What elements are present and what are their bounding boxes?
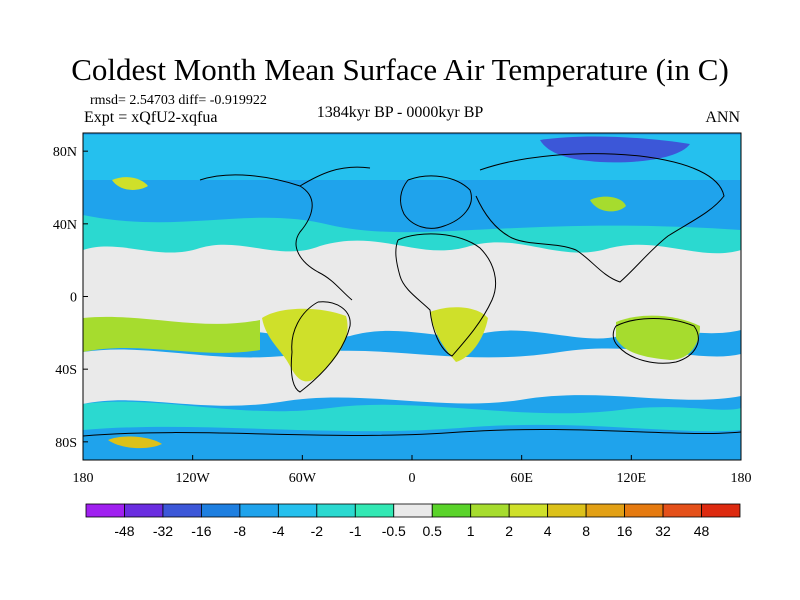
colorbar-label: 48	[694, 523, 710, 539]
field-pacific-south	[83, 316, 260, 353]
colorbar-label: 16	[617, 523, 633, 539]
colorbar-box	[547, 503, 587, 518]
colorbar-box	[239, 503, 279, 518]
x-tick-label: 120E	[617, 471, 647, 486]
x-tick-label: 180	[731, 471, 752, 486]
stats-line: rmsd= 2.54703 diff= -0.919922	[90, 93, 267, 108]
colorbar-label: 4	[544, 523, 552, 539]
coastlines	[83, 153, 741, 437]
colorbar-box	[662, 503, 702, 518]
colorbar-box	[431, 503, 472, 518]
colorbar-label: -1	[349, 523, 362, 539]
colorbar-label: -48	[114, 523, 134, 539]
x-tick-label: 120W	[176, 471, 211, 486]
field-siberia	[540, 136, 690, 163]
colorbar-label: 32	[655, 523, 671, 539]
season-label: ANN	[705, 109, 740, 126]
field-tropical-band	[83, 240, 741, 339]
period-line: 1384kyr BP - 0000kyr BP	[316, 104, 484, 121]
colorbar-box	[277, 503, 318, 518]
axes: 180 120W 60W 0 60E 120E 180 80N 40N 0 40S 80S	[53, 145, 752, 486]
colorbar-box	[508, 503, 549, 518]
heatmap-field	[83, 133, 741, 460]
coast-south-america	[290, 301, 351, 393]
y-tick-label: 40S	[55, 363, 77, 378]
coast-africa	[395, 233, 496, 357]
colorbar-box	[316, 503, 356, 518]
field-southern-africa	[430, 307, 488, 362]
colorbar-label: 2	[505, 523, 513, 539]
y-tick-label: 80N	[53, 145, 77, 160]
field-tibet	[590, 196, 626, 212]
field-southern-band	[83, 348, 741, 406]
field-south-america	[262, 308, 348, 382]
colorbar-box	[124, 503, 164, 518]
colorbar-label: -32	[153, 523, 173, 539]
coast-europe	[400, 175, 472, 229]
colorbar-box	[85, 503, 125, 518]
y-tick-label: 40N	[53, 218, 77, 233]
experiment-line: Expt = xQfU2-xqfua	[84, 109, 218, 126]
field-australia	[616, 315, 700, 360]
chart-title: Coldest Month Mean Surface Air Temperatu…	[71, 52, 729, 87]
coast-asia	[475, 153, 725, 283]
coast-north-america	[199, 166, 371, 301]
colorbar-label: -8	[234, 523, 247, 539]
colorbar-label: -16	[191, 523, 211, 539]
colorbar-box	[201, 503, 241, 518]
y-tick-label: 80S	[55, 436, 77, 451]
colorbar-box	[624, 503, 664, 518]
x-tick-label: 60E	[510, 471, 533, 486]
coast-australia	[612, 318, 699, 364]
coast-antarctica	[83, 428, 741, 437]
y-tick-label: 0	[70, 291, 77, 306]
colorbar-box	[701, 503, 741, 518]
colorbar-label: -0.5	[382, 523, 406, 539]
colorbar-label: 8	[582, 523, 590, 539]
field-ross-sea	[108, 436, 162, 449]
colorbar-label: -2	[311, 523, 324, 539]
colorbar-label: -4	[272, 523, 285, 539]
x-tick-label: 0	[409, 471, 416, 486]
field-alaska	[112, 177, 148, 190]
colorbar-box	[470, 503, 510, 518]
colorbar: -48 -32 -16 -8 -4 -2 -1 -0.5 0.5 1 2 4 8 16 32 48	[85, 503, 741, 539]
x-tick-label: 180	[73, 471, 94, 486]
colorbar-label: 1	[467, 523, 475, 539]
colorbar-box	[393, 503, 433, 518]
x-tick-label: 60W	[289, 471, 317, 486]
colorbar-label: 0.5	[423, 523, 443, 539]
colorbar-box	[585, 503, 625, 518]
colorbar-box	[354, 503, 395, 518]
colorbar-box	[162, 503, 202, 518]
